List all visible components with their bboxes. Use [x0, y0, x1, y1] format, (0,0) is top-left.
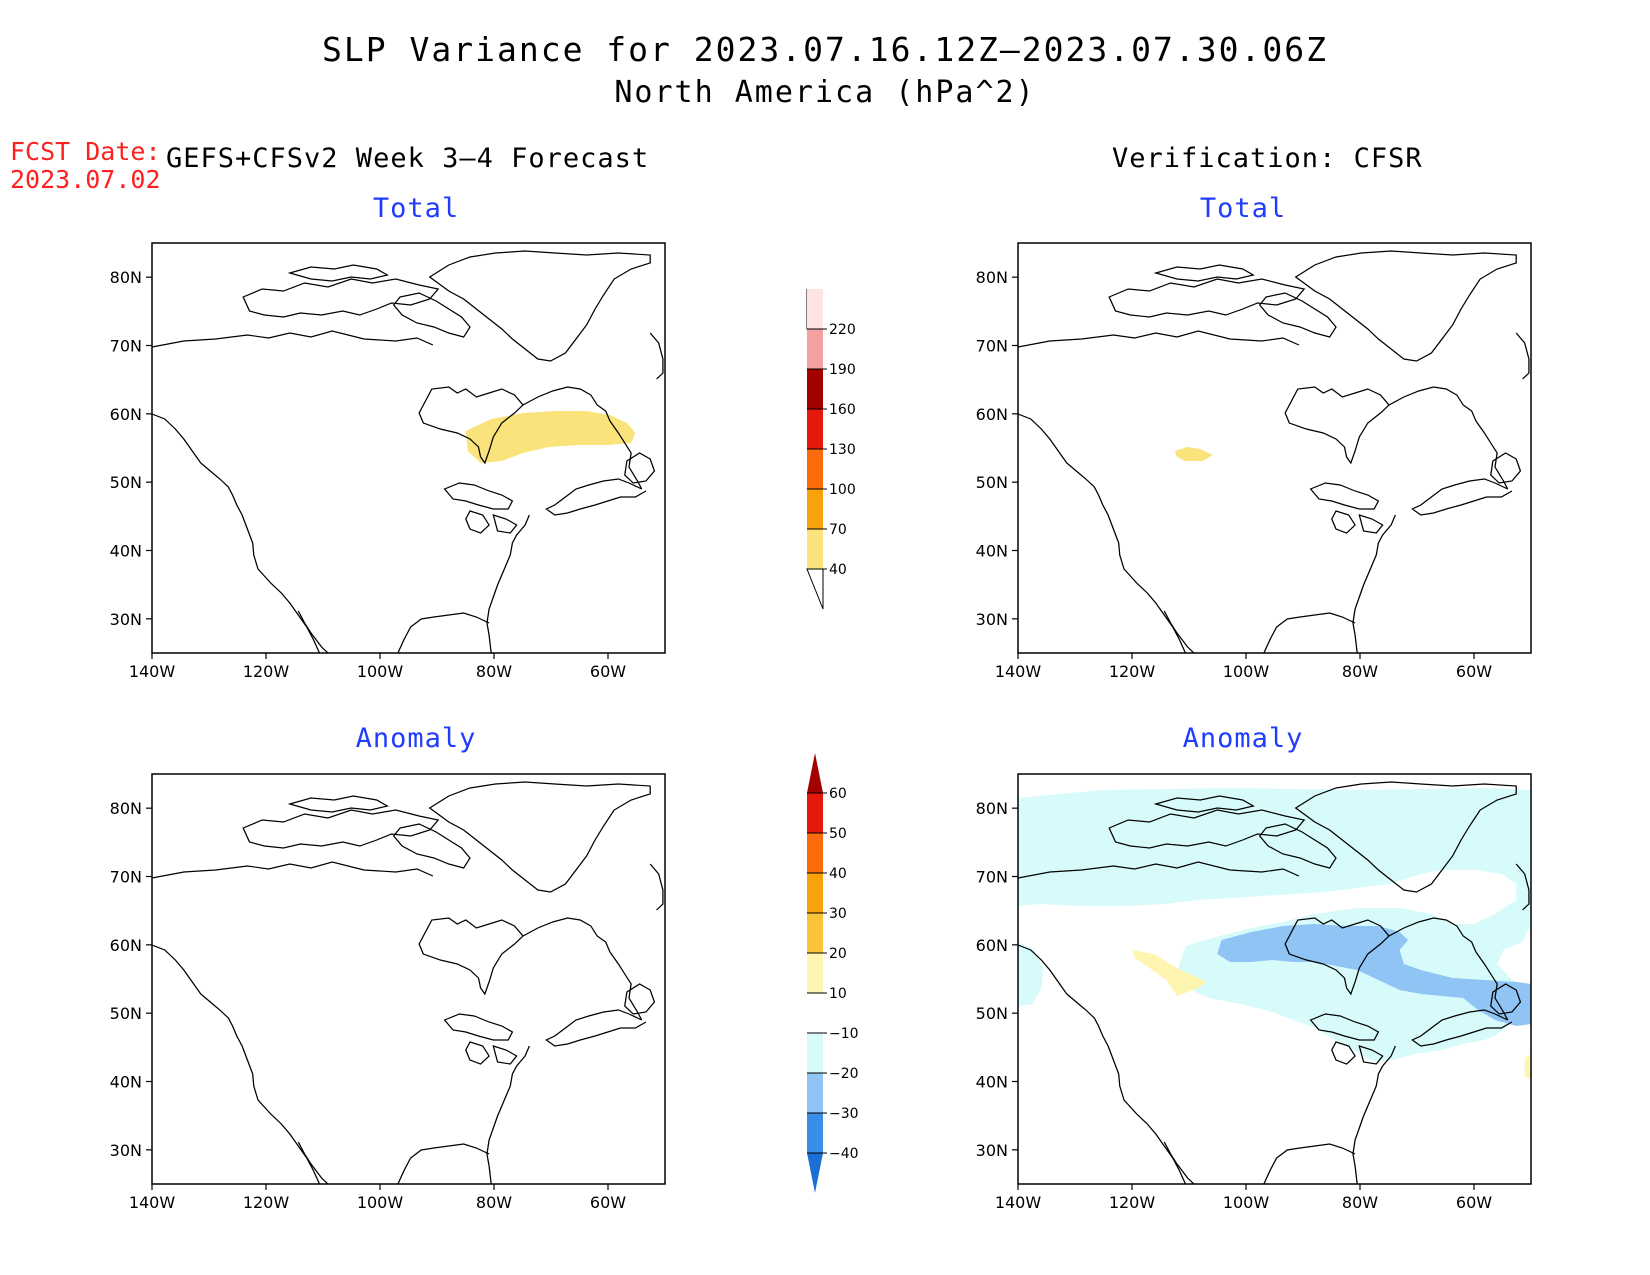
colorbar-anomaly-label: −10: [829, 1026, 859, 1042]
lon-tick-label: 60W: [590, 662, 626, 681]
colorbar-anomaly-swatch: [807, 1113, 823, 1153]
colorbar-total-label: 160: [829, 402, 856, 418]
lat-tick-label: 60N: [110, 405, 142, 424]
lon-tick-label: 60W: [1456, 1193, 1492, 1212]
lat-tick-label: 80N: [976, 799, 1008, 818]
lon-tick-label: 60W: [590, 1193, 626, 1212]
lat-tick-label: 50N: [976, 1004, 1008, 1023]
colorbar-anomaly-swatch: [807, 993, 823, 1033]
lon-tick-label: 140W: [995, 662, 1042, 681]
lat-tick-label: 80N: [110, 799, 142, 818]
axis-labels: 30N 40N 50N 60N 70N 80N 140W 120W 100W 80W 60W 30N 4…: [110, 268, 1493, 1212]
lat-tick-label: 30N: [976, 610, 1008, 629]
forecast-column-heading: GEFS+CFSv2 Week 3–4 Forecast: [166, 143, 650, 174]
colorbar-anomaly-label: −30: [829, 1106, 859, 1122]
map-subtitle: North America (hPa^2): [614, 75, 1036, 110]
colorbar-anomaly-label: 10: [829, 986, 847, 1002]
colorbar-total-swatch: [807, 329, 823, 369]
colorbar-anomaly-swatch: [807, 953, 823, 993]
lat-tick-label: 70N: [976, 337, 1008, 356]
lat-tick-label: 60N: [976, 405, 1008, 424]
colorbar-anomaly-swatch: [807, 1033, 823, 1073]
colorbar-total-swatch: [807, 289, 823, 329]
lon-tick-label: 80W: [1342, 1193, 1378, 1212]
lon-tick-label: 120W: [243, 662, 290, 681]
lat-tick-label: 30N: [110, 610, 142, 629]
lat-tick-label: 40N: [110, 1073, 142, 1092]
lat-tick-label: 40N: [110, 542, 142, 561]
colorbar-anomaly-swatch: [807, 793, 823, 833]
lon-tick-label: 80W: [476, 1193, 512, 1212]
colorbar-anomaly-swatch: [807, 913, 823, 953]
colorbar-anomaly-label: 30: [829, 906, 847, 922]
panel-title-verification-total: Total: [1199, 193, 1287, 224]
lon-tick-label: 120W: [1109, 1193, 1156, 1212]
map-panel-forecast-anomaly: [151, 773, 666, 1185]
colorbar-anomaly-swatch: [807, 833, 823, 873]
lat-tick-label: 40N: [976, 1073, 1008, 1092]
forecast-date-value: 2023.07.02: [10, 165, 161, 194]
colorbar-total-label: 190: [829, 362, 856, 378]
colorbar-total-swatch: [807, 409, 823, 449]
map-title: SLP Variance for 2023.07.16.12Z–2023.07.…: [322, 30, 1328, 69]
lat-tick-label: 30N: [976, 1141, 1008, 1160]
colorbar-anomaly-label: −20: [829, 1066, 859, 1082]
lon-tick-label: 100W: [1223, 662, 1270, 681]
panel-title-forecast-anomaly: Anomaly: [355, 723, 477, 754]
colorbar-anomaly-label: 40: [829, 866, 847, 882]
lat-tick-label: 70N: [110, 868, 142, 887]
colorbar-total-label: 70: [829, 522, 847, 538]
colorbar-total-swatch: [807, 529, 823, 569]
panel-title-verification-anomaly: Anomaly: [1182, 723, 1304, 754]
colorbar-anomaly-label: 20: [829, 946, 847, 962]
colorbar-anomaly-low-arrow: [807, 1153, 823, 1193]
lon-tick-label: 80W: [1342, 662, 1378, 681]
lat-tick-label: 60N: [976, 936, 1008, 955]
lon-tick-label: 80W: [476, 662, 512, 681]
lon-tick-label: 100W: [1223, 1193, 1270, 1212]
lat-tick-label: 30N: [110, 1141, 142, 1160]
colorbar-anomaly-swatch: [807, 1073, 823, 1113]
colorbar-total-label: 130: [829, 442, 856, 458]
colorbar-total-low-arrow: [806, 568, 824, 610]
colorbar-total-swatch: [807, 369, 823, 409]
colorbar-total-label: 220: [829, 322, 856, 338]
map-panel-verification-anomaly: [1017, 773, 1532, 1185]
lon-tick-label: 140W: [129, 662, 176, 681]
lon-tick-label: 100W: [357, 1193, 404, 1212]
lat-tick-label: 40N: [976, 542, 1008, 561]
colorbar-total: 40 70 100 130 160 190 220: [806, 288, 856, 610]
lat-tick-label: 50N: [110, 1004, 142, 1023]
forecast-date-block: FCST Date: 2023.07.02: [10, 138, 161, 194]
lat-tick-label: 80N: [110, 268, 142, 287]
lat-tick-label: 50N: [976, 473, 1008, 492]
panel-title-forecast-total: Total: [372, 193, 460, 224]
colorbar-total-label: 100: [829, 482, 856, 498]
colorbar-anomaly-label: 60: [829, 786, 847, 802]
verification-column-heading: Verification: CFSR: [1112, 143, 1423, 174]
lon-tick-label: 140W: [995, 1193, 1042, 1212]
colorbar-anomaly-high-arrow: [807, 753, 823, 793]
lat-tick-label: 70N: [976, 868, 1008, 887]
map-panel-verification-total: [1017, 242, 1532, 654]
lat-tick-label: 60N: [110, 936, 142, 955]
colorbar-anomaly: −40 −30 −20 −10 10 20 30 40 50 60: [807, 753, 859, 1193]
map-panel-forecast-total: [151, 242, 666, 654]
colorbar-anomaly-swatch: [807, 873, 823, 913]
lon-tick-label: 120W: [243, 1193, 290, 1212]
colorbar-anomaly-label: −40: [829, 1146, 859, 1162]
colorbar-total-swatch: [807, 449, 823, 489]
forecast-date-label: FCST Date:: [10, 137, 161, 166]
lon-tick-label: 60W: [1456, 662, 1492, 681]
colorbar-anomaly-label: 50: [829, 826, 847, 842]
lon-tick-label: 100W: [357, 662, 404, 681]
lat-tick-label: 50N: [110, 473, 142, 492]
lat-tick-label: 70N: [110, 337, 142, 356]
lat-tick-label: 80N: [976, 268, 1008, 287]
lon-tick-label: 120W: [1109, 662, 1156, 681]
lon-tick-label: 140W: [129, 1193, 176, 1212]
colorbar-total-swatch: [807, 489, 823, 529]
colorbar-total-label: 40: [829, 562, 847, 578]
